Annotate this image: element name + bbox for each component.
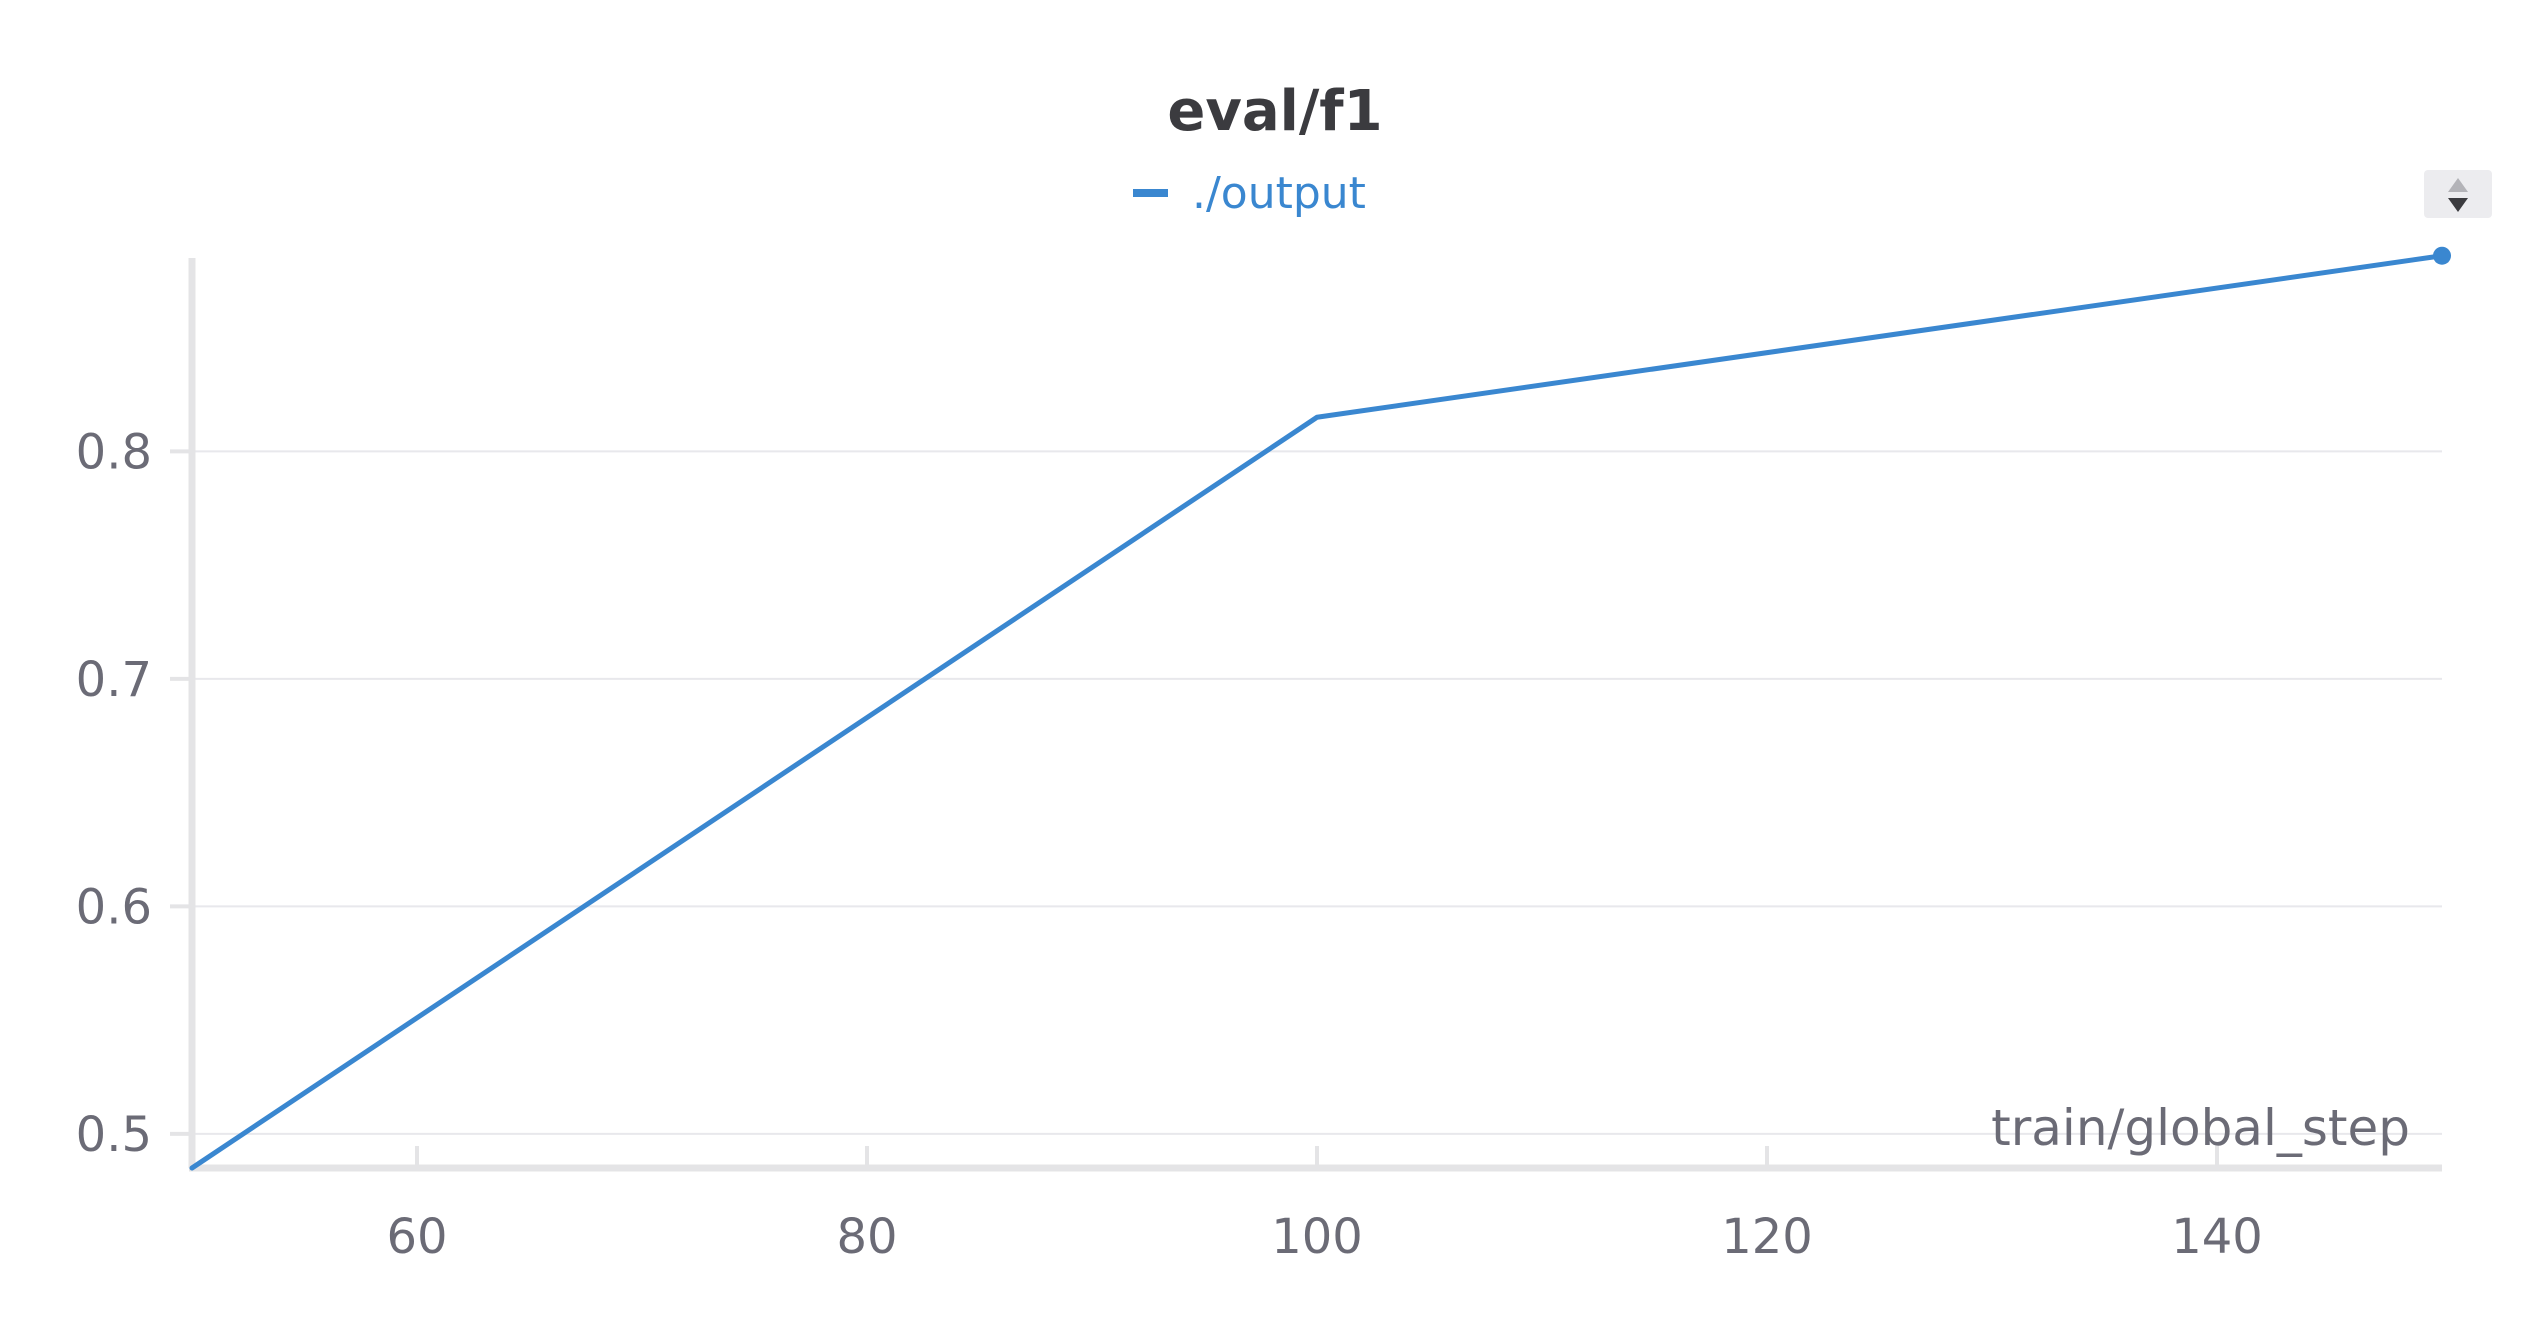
series-endpoint <box>2433 246 2451 265</box>
sort-toggle-button[interactable] <box>2424 170 2492 218</box>
series-line <box>189 253 2445 1171</box>
sort-updown-icon <box>2448 178 2468 212</box>
x-tick-label: 80 <box>836 1209 897 1265</box>
y-tick-label: 0.6 <box>76 879 152 935</box>
legend-label: ./output <box>1192 168 1366 219</box>
y-tick-label: 0.7 <box>76 652 152 708</box>
chart-title: eval/f1 <box>1167 79 1382 144</box>
series-layer <box>189 246 2451 1171</box>
axes <box>188 258 2442 1172</box>
x-tick-label: 100 <box>1271 1209 1363 1265</box>
y-tick-label: 0.5 <box>76 1107 152 1163</box>
x-axis-title: train/global_step <box>1991 1099 2410 1157</box>
grid-layer <box>192 450 2442 1135</box>
legend[interactable]: ./output <box>1133 168 1366 219</box>
x-tick-label: 120 <box>1721 1209 1813 1265</box>
y-tick-label: 0.8 <box>76 424 152 480</box>
x-tick-label: 140 <box>2171 1209 2263 1265</box>
x-tick-label: 60 <box>386 1209 447 1265</box>
ticks: 0.5 0.6 0.7 0.8 60 80 100 120 140 <box>76 424 2263 1265</box>
